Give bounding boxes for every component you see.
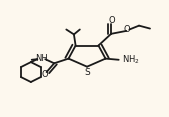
Text: S: S — [84, 68, 90, 77]
Text: O: O — [42, 70, 48, 79]
Text: O: O — [108, 16, 115, 26]
Text: NH$_2$: NH$_2$ — [122, 53, 140, 66]
Text: NH: NH — [35, 53, 48, 62]
Text: O: O — [124, 25, 130, 34]
